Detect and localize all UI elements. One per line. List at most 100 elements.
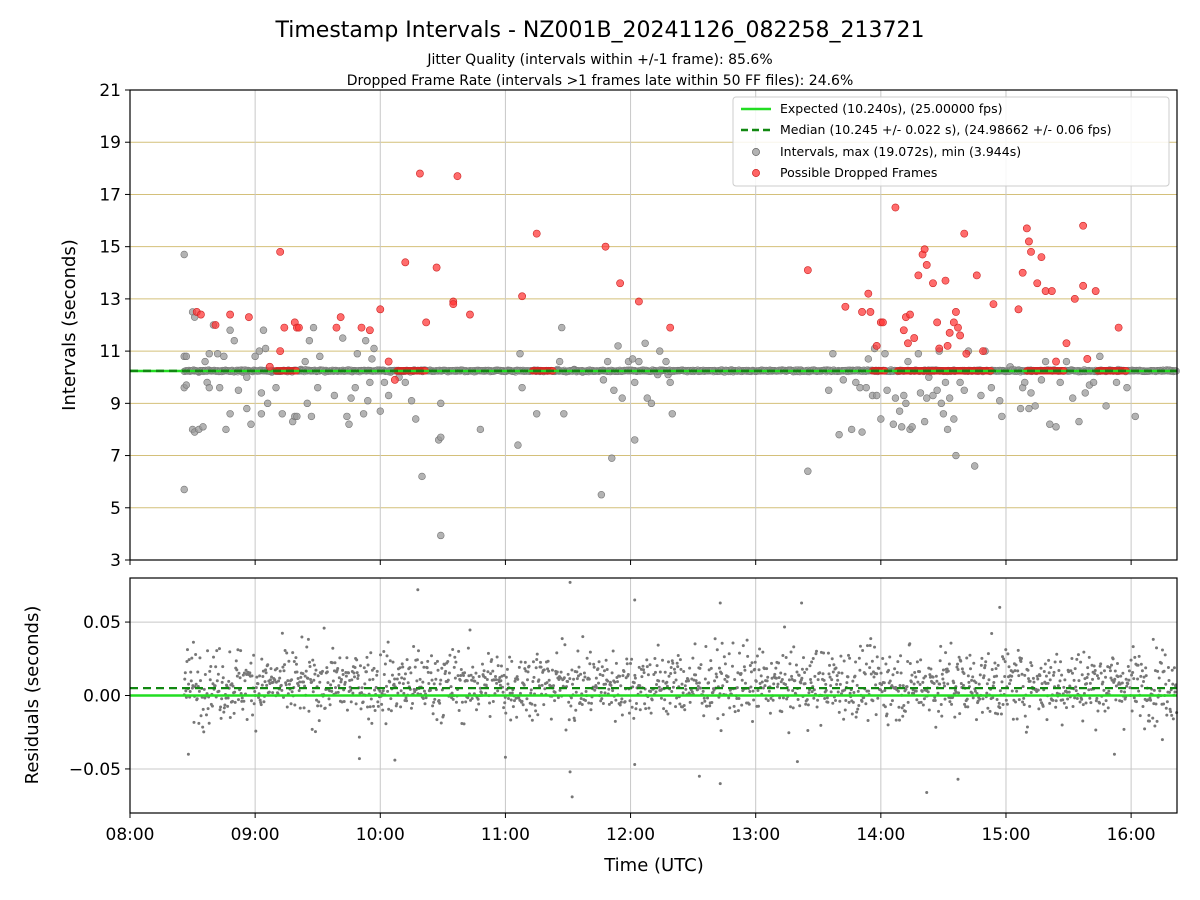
residual-point xyxy=(688,666,692,670)
residual-point xyxy=(1024,730,1028,734)
residual-point xyxy=(964,705,968,709)
residual-point xyxy=(805,698,809,702)
residual-point xyxy=(937,709,941,713)
residual-point xyxy=(697,774,701,778)
residual-point xyxy=(188,690,192,694)
residual-point xyxy=(535,652,539,656)
residual-point xyxy=(797,673,801,677)
interval-point xyxy=(247,420,255,428)
residual-point xyxy=(768,711,772,715)
residual-point xyxy=(751,720,755,724)
residual-point xyxy=(381,689,385,693)
residual-point xyxy=(932,681,936,685)
dropped-frame-point xyxy=(616,279,625,288)
residual-point xyxy=(666,712,670,716)
residual-point xyxy=(1099,662,1103,666)
residual-point xyxy=(1155,719,1159,723)
residual-point xyxy=(756,704,760,708)
dropped-frame-point xyxy=(910,334,919,342)
residual-point xyxy=(1042,670,1046,674)
residual-point xyxy=(796,697,800,701)
residual-point xyxy=(1088,696,1092,700)
legend: Expected (10.240s), (25.00000 fps) Media… xyxy=(732,96,1170,187)
residual-point xyxy=(694,679,698,683)
residual-point xyxy=(426,670,430,674)
residual-point xyxy=(333,661,337,665)
interval-point xyxy=(257,410,266,418)
residual-point xyxy=(546,659,550,663)
interval-point xyxy=(864,355,873,363)
residual-point xyxy=(190,686,194,690)
residual-point xyxy=(795,760,799,764)
residual-point xyxy=(243,679,247,683)
residual-point xyxy=(810,660,814,664)
residual-point xyxy=(766,699,770,703)
interval-point xyxy=(666,378,674,387)
residual-point xyxy=(914,675,918,679)
residual-point xyxy=(558,688,562,692)
residual-point xyxy=(690,690,694,694)
residual-point xyxy=(623,700,627,704)
residual-point xyxy=(1008,682,1012,686)
residual-point xyxy=(1019,656,1023,660)
residual-point xyxy=(758,681,762,685)
dropped-frame-point xyxy=(197,310,205,319)
residual-point xyxy=(1011,717,1015,721)
residual-point xyxy=(946,682,950,686)
residual-point xyxy=(1167,678,1171,682)
interval-point xyxy=(180,485,188,494)
residual-point xyxy=(249,699,253,703)
residual-point xyxy=(529,688,533,692)
residual-point xyxy=(507,697,511,701)
residual-point xyxy=(298,706,302,710)
residual-point xyxy=(540,683,544,687)
residual-point xyxy=(756,689,760,693)
residual-point xyxy=(946,669,950,673)
residual-point xyxy=(480,662,484,666)
residual-point xyxy=(616,680,620,684)
residual-point xyxy=(532,675,536,679)
residual-point xyxy=(1077,679,1081,683)
dropped-frame-point xyxy=(295,323,303,332)
interval-point xyxy=(914,350,923,358)
residual-point xyxy=(230,682,234,686)
interval-point xyxy=(610,386,618,394)
residual-point xyxy=(317,719,321,723)
residual-point xyxy=(748,663,752,667)
residual-point xyxy=(959,681,963,685)
residual-point xyxy=(712,688,716,692)
residual-point xyxy=(526,670,530,674)
residual-point xyxy=(369,651,373,655)
residual-point xyxy=(486,651,490,655)
residual-point xyxy=(222,706,226,710)
residual-point xyxy=(1021,700,1025,704)
residual-point xyxy=(653,656,657,660)
interval-point xyxy=(353,350,362,358)
residual-point xyxy=(1085,676,1089,680)
residual-point xyxy=(828,675,832,679)
residual-point xyxy=(584,699,588,703)
residual-point xyxy=(957,691,961,695)
residual-point xyxy=(1093,669,1097,673)
interval-point xyxy=(1096,352,1104,361)
residual-point xyxy=(1106,706,1110,710)
dropped-frame-point xyxy=(956,331,964,340)
residual-point xyxy=(759,674,763,678)
residual-point xyxy=(252,653,256,657)
residual-point xyxy=(898,683,902,687)
residual-point xyxy=(672,667,676,671)
residual-point xyxy=(357,757,361,761)
residual-point xyxy=(400,662,404,666)
residual-point xyxy=(1165,700,1169,704)
residual-point xyxy=(693,642,697,646)
residual-point xyxy=(1110,663,1114,667)
residual-point xyxy=(1096,709,1100,713)
residual-point xyxy=(318,680,322,684)
residual-point xyxy=(198,679,202,683)
residual-point xyxy=(353,675,357,679)
residual-point xyxy=(459,673,463,677)
residual-point xyxy=(822,678,826,682)
residual-point xyxy=(1023,673,1027,677)
residual-point xyxy=(270,675,274,679)
residual-point xyxy=(1140,684,1144,688)
